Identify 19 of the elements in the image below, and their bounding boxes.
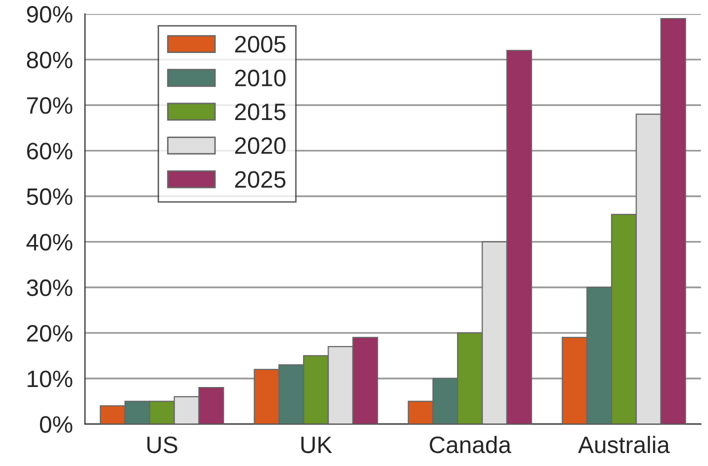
x-tick-label: US (147, 436, 178, 454)
y-tick-label: 70% (27, 97, 72, 114)
y-tick-label: 40% (26, 234, 72, 251)
y-tick-label: 90% (27, 6, 72, 23)
x-tick-label: Canada (430, 436, 512, 454)
y-tick-label: 30% (26, 279, 72, 296)
legend-label: 2010 (235, 70, 286, 86)
x-tick-label: UK (301, 436, 332, 454)
y-tick-label: 20% (27, 325, 72, 342)
legend-label: 2020 (235, 137, 286, 154)
x-tick-label: Australia (578, 436, 670, 454)
legend-label: 2005 (235, 36, 286, 53)
legend-label: 2025 (235, 171, 286, 188)
y-tick-label: 80% (26, 52, 72, 68)
y-tick-label: 50% (26, 188, 72, 206)
y-tick-label: 60% (27, 142, 72, 160)
legend-label: 2015 (235, 103, 286, 120)
y-tick-label: 0% (40, 416, 72, 433)
y-tick-label: 10% (28, 370, 72, 388)
